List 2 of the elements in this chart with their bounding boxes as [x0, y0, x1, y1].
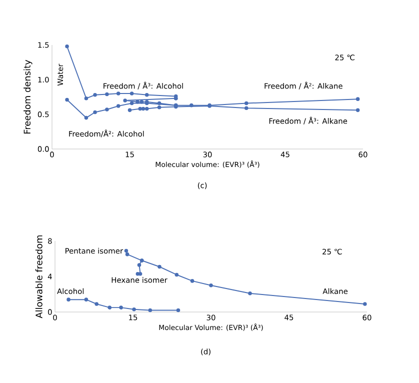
y-axis-title: Freedom density — [24, 60, 32, 134]
y-axis-title: Allowable freedom — [35, 235, 42, 318]
